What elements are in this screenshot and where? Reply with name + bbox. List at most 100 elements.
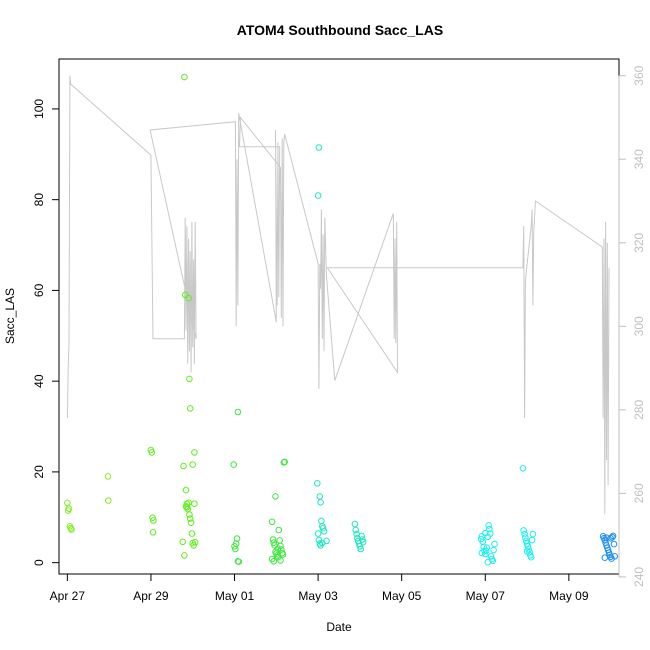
y2-tick-label: 320 bbox=[632, 232, 646, 252]
data-point bbox=[529, 530, 537, 538]
y-tick-label: 40 bbox=[32, 374, 46, 388]
data-point bbox=[181, 73, 188, 81]
data-point bbox=[528, 536, 536, 544]
data-point bbox=[359, 538, 367, 546]
data-point bbox=[274, 545, 282, 552]
data-point bbox=[359, 536, 366, 543]
secondary-line-layer bbox=[66, 75, 610, 515]
data-point bbox=[234, 408, 242, 416]
data-point bbox=[64, 499, 71, 507]
data-point bbox=[270, 558, 278, 565]
data-point bbox=[314, 480, 321, 487]
data-point bbox=[281, 458, 289, 466]
data-point bbox=[277, 557, 284, 564]
data-point bbox=[316, 493, 324, 500]
y-tick-label: 80 bbox=[32, 193, 46, 207]
data-point bbox=[490, 546, 497, 554]
data-point bbox=[181, 552, 188, 559]
data-point bbox=[279, 551, 287, 558]
x-tick-label: May 05 bbox=[382, 589, 422, 603]
data-point bbox=[357, 545, 365, 553]
data-point bbox=[315, 144, 323, 151]
y2-tick-label: 280 bbox=[632, 400, 646, 420]
data-point bbox=[607, 534, 614, 542]
y-tick-label: 100 bbox=[32, 99, 46, 119]
data-point bbox=[190, 542, 197, 549]
data-point bbox=[319, 524, 327, 532]
data-point bbox=[276, 537, 284, 544]
data-point bbox=[527, 553, 535, 561]
plot-frame bbox=[58, 58, 620, 575]
x-tick-label: May 07 bbox=[466, 589, 506, 603]
data-point bbox=[486, 525, 493, 533]
data-point bbox=[610, 540, 618, 548]
series-4 bbox=[477, 465, 537, 566]
data-point bbox=[183, 504, 191, 511]
data-point bbox=[68, 526, 75, 533]
x-axis: Apr 27 Apr 29 May 01 May 03 May 05 May 07 May … bbox=[50, 573, 589, 603]
data-point bbox=[522, 534, 529, 542]
data-point bbox=[272, 493, 279, 500]
data-point bbox=[318, 517, 325, 525]
data-point bbox=[314, 530, 322, 537]
data-point bbox=[525, 546, 533, 553]
data-point bbox=[179, 538, 186, 546]
data-point bbox=[482, 550, 489, 558]
x-axis-label: Date bbox=[326, 620, 352, 634]
data-point bbox=[479, 538, 487, 546]
series-3 bbox=[314, 144, 367, 553]
data-point bbox=[150, 517, 157, 524]
data-point bbox=[191, 500, 198, 508]
data-point bbox=[611, 553, 619, 560]
y-axis: 0 20 40 60 80 100 bbox=[32, 99, 60, 566]
data-point bbox=[320, 528, 328, 535]
data-point bbox=[601, 554, 609, 562]
data-point bbox=[105, 497, 112, 504]
data-point bbox=[186, 375, 193, 383]
y2-tick-label: 340 bbox=[632, 149, 646, 169]
data-point bbox=[356, 543, 364, 550]
series-0 bbox=[64, 473, 112, 533]
data-point bbox=[149, 529, 157, 536]
data-point bbox=[520, 527, 528, 534]
data-point bbox=[104, 473, 112, 480]
data-point bbox=[487, 553, 495, 560]
data-point bbox=[186, 515, 194, 522]
data-point bbox=[519, 465, 527, 472]
chart-title: ATOM4 Southbound Sacc_LAS bbox=[237, 22, 443, 38]
data-point bbox=[67, 524, 74, 532]
data-point bbox=[270, 539, 278, 547]
data-point bbox=[483, 544, 491, 552]
data-point bbox=[180, 462, 187, 470]
x-tick-label: May 09 bbox=[549, 589, 589, 603]
data-point bbox=[186, 405, 194, 412]
x-tick-label: Apr 27 bbox=[50, 589, 86, 603]
data-point bbox=[317, 499, 324, 506]
x-tick-label: May 01 bbox=[215, 589, 255, 603]
data-point bbox=[269, 536, 277, 543]
data-point bbox=[148, 449, 156, 456]
data-point bbox=[323, 537, 330, 545]
data-point bbox=[149, 514, 156, 522]
data-point bbox=[232, 540, 240, 547]
data-point bbox=[189, 461, 196, 468]
secondary-series-line bbox=[66, 75, 610, 515]
data-point bbox=[491, 540, 498, 548]
data-point bbox=[233, 535, 241, 542]
y2-tick-label: 360 bbox=[632, 65, 646, 85]
y2-tick-label: 240 bbox=[632, 567, 646, 587]
data-point bbox=[351, 520, 359, 528]
data-point bbox=[268, 518, 276, 526]
data-point bbox=[521, 530, 528, 538]
data-point bbox=[275, 526, 283, 534]
y-axis-label: Sacc_LAS bbox=[3, 288, 17, 344]
points-layer bbox=[64, 73, 619, 566]
data-point bbox=[185, 294, 192, 302]
data-point bbox=[352, 526, 360, 534]
data-point bbox=[186, 511, 193, 518]
x-tick-label: Apr 29 bbox=[133, 589, 169, 603]
data-point bbox=[484, 558, 492, 566]
data-point bbox=[314, 192, 322, 199]
data-point bbox=[188, 530, 196, 537]
